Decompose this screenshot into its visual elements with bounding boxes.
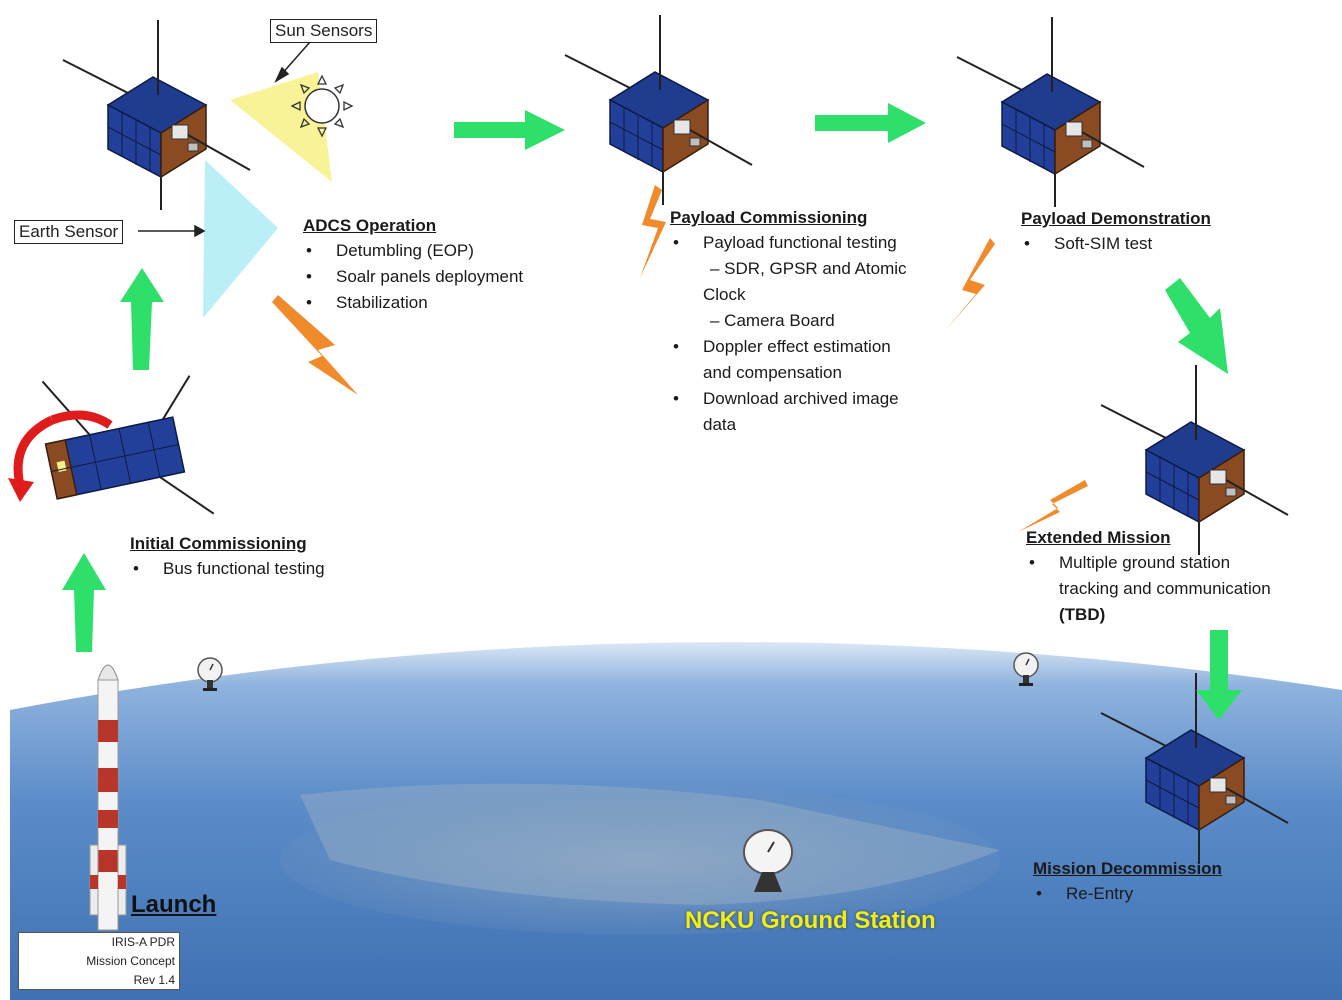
document-info-line: Rev 1.4: [133, 973, 175, 987]
initial-commissioning-block: Initial Commissioning Bus functional tes…: [130, 532, 325, 582]
payload-demonstration-title: Payload Demonstration: [1021, 209, 1211, 228]
initial-commissioning-item: Bus functional testing: [130, 556, 325, 582]
rocket: [89, 664, 127, 931]
ncku-dish: [743, 829, 793, 892]
sun-sensor-cone: [230, 72, 332, 182]
extended-mission-item: Multiple ground station: [1026, 550, 1271, 576]
initial-commissioning-title: Initial Commissioning: [130, 534, 307, 553]
adcs-item: Soalr panels deployment: [303, 264, 523, 290]
payload-commissioning-subitem: – SDR, GPSR and Atomic: [710, 259, 907, 278]
adcs-item: Stabilization: [303, 290, 523, 316]
mission-decommission-item: Re-Entry: [1033, 881, 1222, 907]
mission-decommission-title: Mission Decommission: [1033, 859, 1222, 878]
rotation-arrow-icon: [13, 415, 55, 486]
extended-mission-title: Extended Mission: [1026, 528, 1171, 547]
payload-commissioning-item: Download archived image: [670, 386, 907, 412]
satellite-payload-demonstration: [956, 16, 1145, 208]
mission-decommission-block: Mission Decommission Re-Entry: [1033, 857, 1222, 907]
launch-label: Launch: [131, 891, 217, 918]
satellite-initial-commissioning: [41, 375, 215, 515]
label-pointers: [138, 41, 311, 238]
sun-icon: [290, 74, 354, 138]
payload-commissioning-block: Payload Commissioning Payload functional…: [670, 206, 907, 438]
ncku-ground-station-label: NCKU Ground Station: [685, 907, 936, 934]
document-info-line: Mission Concept: [86, 954, 175, 968]
payload-commissioning-title: Payload Commissioning: [670, 208, 868, 227]
payload-commissioning-item-cont: and compensation: [703, 363, 842, 382]
document-info-line: IRIS-A PDR: [111, 935, 175, 949]
flow-arrows: [62, 103, 1242, 720]
extended-mission-item-cont: tracking and communication: [1059, 579, 1271, 598]
payload-commissioning-subitem-cont: Clock: [703, 285, 746, 304]
payload-commissioning-subitem: – Camera Board: [710, 311, 835, 330]
adcs-operation-block: ADCS Operation Detumbling (EOP) Soalr pa…: [303, 214, 523, 316]
lightning-bolts: [272, 185, 1088, 532]
payload-commissioning-item: Payload functional testing: [670, 230, 907, 256]
satellite-payload-commissioning: [564, 14, 753, 206]
payload-commissioning-item: Doppler effect estimation: [670, 334, 907, 360]
adcs-item: Detumbling (EOP): [303, 238, 523, 264]
payload-demonstration-item: Soft-SIM test: [1021, 231, 1211, 257]
earth-sensor-label: Earth Sensor: [14, 220, 124, 244]
extended-mission-tbd: (TBD): [1059, 605, 1106, 624]
extended-mission-block: Extended Mission Multiple ground station…: [1026, 526, 1271, 628]
adcs-operation-title: ADCS Operation: [303, 216, 437, 235]
document-info-box: IRIS-A PDR Mission Concept Rev 1.4: [18, 932, 180, 990]
earth-sensor-cone: [203, 160, 278, 318]
sun-sensors-label: Sun Sensors: [270, 19, 378, 43]
payload-commissioning-item-cont: data: [703, 415, 737, 434]
payload-demonstration-block: Payload Demonstration Soft-SIM test: [1021, 207, 1211, 257]
